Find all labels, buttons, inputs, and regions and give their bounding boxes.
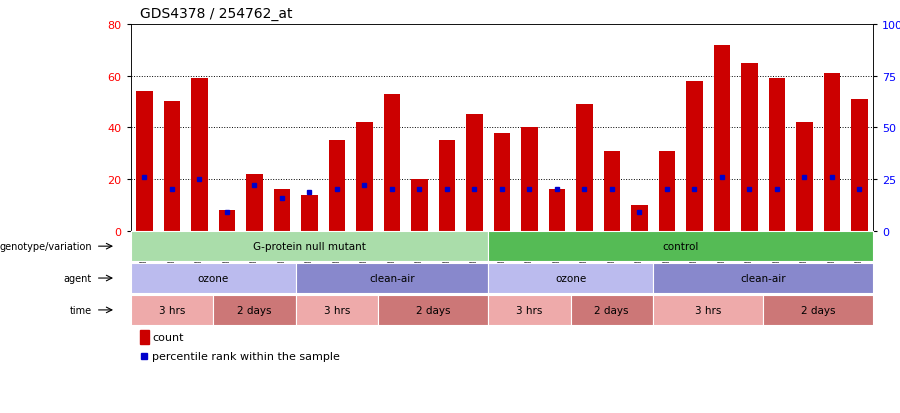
Text: 3 hrs: 3 hrs bbox=[324, 305, 350, 315]
Bar bbox=[604, 151, 620, 231]
Bar bbox=[164, 102, 180, 231]
Text: percentile rank within the sample: percentile rank within the sample bbox=[152, 351, 340, 361]
Bar bbox=[246, 174, 263, 231]
Text: clean-air: clean-air bbox=[740, 273, 786, 283]
Text: count: count bbox=[152, 332, 184, 342]
Bar bbox=[521, 128, 537, 231]
Bar bbox=[686, 82, 703, 231]
Bar bbox=[769, 79, 785, 231]
Bar bbox=[851, 100, 868, 231]
Bar bbox=[466, 115, 482, 231]
Text: ozone: ozone bbox=[555, 273, 586, 283]
Bar bbox=[576, 105, 592, 231]
Text: clean-air: clean-air bbox=[369, 273, 415, 283]
Bar bbox=[328, 141, 345, 231]
Bar bbox=[301, 195, 318, 231]
Bar bbox=[741, 64, 758, 231]
Bar bbox=[824, 74, 840, 231]
Text: genotype/variation: genotype/variation bbox=[0, 242, 92, 252]
Text: G-protein null mutant: G-protein null mutant bbox=[253, 242, 365, 252]
Text: agent: agent bbox=[64, 273, 92, 283]
Bar bbox=[714, 45, 730, 231]
Text: 2 days: 2 days bbox=[237, 305, 272, 315]
Text: 2 days: 2 days bbox=[595, 305, 629, 315]
Bar bbox=[136, 92, 152, 231]
Bar bbox=[356, 123, 373, 231]
Bar bbox=[383, 95, 400, 231]
Bar bbox=[411, 180, 428, 231]
Bar bbox=[140, 330, 149, 344]
Text: ozone: ozone bbox=[197, 273, 229, 283]
Text: GDS4378 / 254762_at: GDS4378 / 254762_at bbox=[140, 7, 292, 21]
Text: 3 hrs: 3 hrs bbox=[516, 305, 543, 315]
Bar bbox=[219, 211, 235, 231]
Bar bbox=[191, 79, 208, 231]
Text: 2 days: 2 days bbox=[416, 305, 450, 315]
Text: 2 days: 2 days bbox=[801, 305, 835, 315]
Bar bbox=[548, 190, 565, 231]
Bar bbox=[493, 133, 510, 231]
Text: 3 hrs: 3 hrs bbox=[695, 305, 721, 315]
Bar bbox=[631, 206, 647, 231]
Text: time: time bbox=[70, 305, 92, 315]
Bar bbox=[274, 190, 290, 231]
Bar bbox=[659, 151, 675, 231]
Bar bbox=[438, 141, 455, 231]
Text: 3 hrs: 3 hrs bbox=[158, 305, 184, 315]
Text: control: control bbox=[662, 242, 698, 252]
Bar bbox=[796, 123, 813, 231]
